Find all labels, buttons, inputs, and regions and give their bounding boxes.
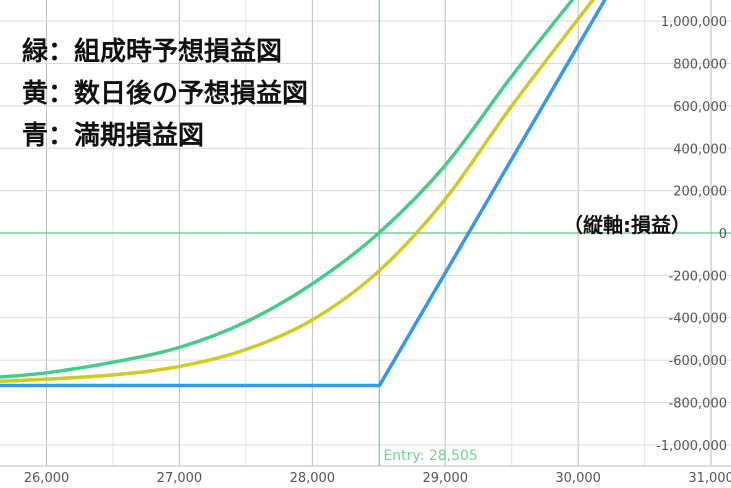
x-tick-label: 26,000 (24, 471, 70, 486)
y-axis: 1,000,000 800,000 600,000 400,000 200,000 0 -2… (656, 15, 727, 454)
series-line-blue (0, 0, 607, 388)
x-tick-label: 27,000 (157, 471, 203, 486)
legend-line-green: 緑：組成時予想損益図 (22, 36, 282, 67)
y-tick-label: 1,000,000 (661, 15, 727, 30)
series-line-yellow (0, 0, 595, 384)
x-tick-label: 30,000 (555, 471, 601, 486)
y-tick-label: -800,000 (669, 396, 727, 411)
x-tick-label: 29,000 (422, 471, 468, 486)
y-tick-label: -200,000 (669, 269, 727, 284)
y-tick-label: 400,000 (673, 142, 727, 157)
legend-line-yellow: 黄：数日後の予想損益図 (22, 78, 308, 109)
entry-label: Entry: 28,505 (383, 448, 477, 464)
y-axis-label: （縦軸:損益） (563, 213, 691, 237)
y-tick-label: -1,000,000 (656, 439, 727, 454)
grid (0, 0, 731, 466)
y-tick-label: 0 (719, 227, 727, 242)
x-tick-label: 28,000 (290, 471, 336, 486)
x-tick-label: 31,000 (688, 471, 731, 486)
y-tick-label: -400,000 (669, 312, 727, 327)
y-tick-label: 200,000 (673, 185, 727, 200)
y-tick-label: -600,000 (669, 354, 727, 369)
legend: 緑：組成時予想損益図 黄：数日後の予想損益図 青：満期損益図 (22, 36, 308, 151)
x-axis: 26,000 27,000 28,000 29,000 30,000 31,000 (0, 465, 731, 486)
series-line-green (0, 0, 574, 379)
series-group (0, 0, 607, 388)
y-tick-label: 800,000 (673, 58, 727, 73)
y-tick-label: 600,000 (673, 100, 727, 115)
legend-line-blue: 青：満期損益図 (22, 121, 204, 151)
